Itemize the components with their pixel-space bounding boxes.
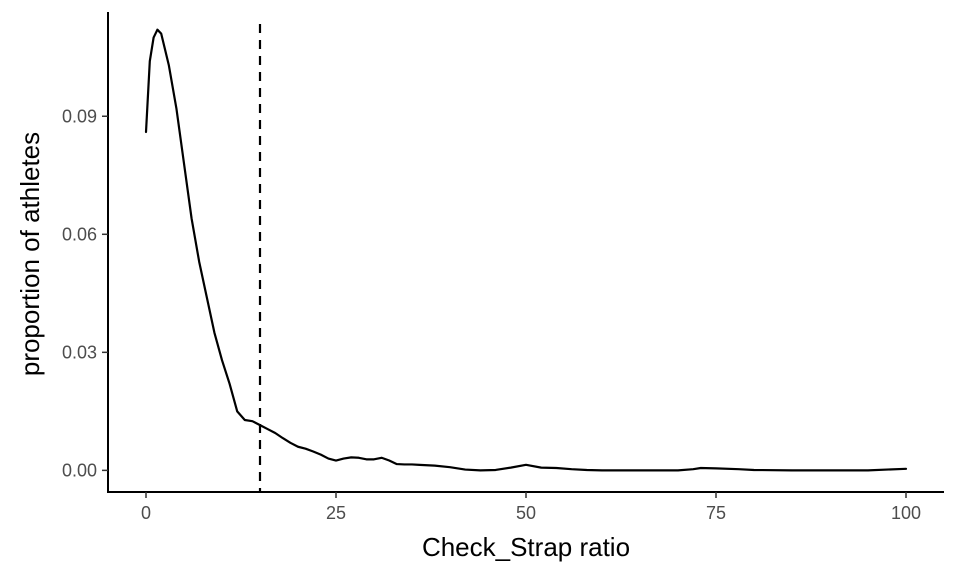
y-tick-label: 0.03 xyxy=(62,342,97,362)
y-tick-label: 0.09 xyxy=(62,106,97,126)
x-tick-label: 75 xyxy=(706,503,726,523)
x-axis-title: Check_Strap ratio xyxy=(422,532,630,562)
y-tick-label: 0.00 xyxy=(62,460,97,480)
y-axis-title: proportion of athletes xyxy=(15,132,45,376)
x-tick-label: 100 xyxy=(891,503,921,523)
x-tick-label: 50 xyxy=(516,503,536,523)
plot-area xyxy=(144,24,908,492)
density-line xyxy=(144,28,908,472)
x-tick-label: 25 xyxy=(326,503,346,523)
x-tick-label: 0 xyxy=(141,503,151,523)
axes: 0 25 50 75 100 0.00 0.03 0.06 0.09 xyxy=(62,12,944,523)
y-tick-label: 0.06 xyxy=(62,224,97,244)
